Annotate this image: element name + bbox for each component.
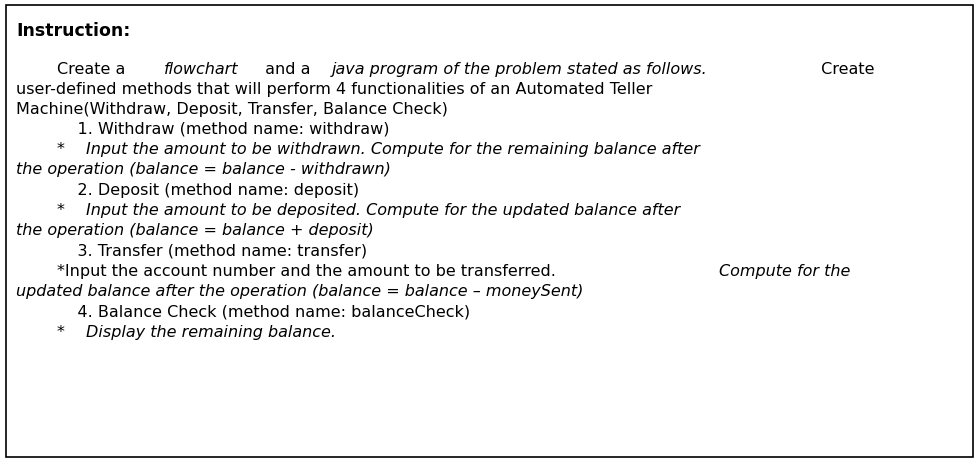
Text: 3. Transfer (method name: transfer): 3. Transfer (method name: transfer) [16, 244, 367, 258]
Text: Display the remaining balance.: Display the remaining balance. [86, 324, 335, 339]
Text: Input the amount to be deposited. Compute for the updated balance after: Input the amount to be deposited. Comput… [86, 202, 680, 218]
Text: Instruction:: Instruction: [16, 22, 130, 40]
Text: 4. Balance Check (method name: balanceCheck): 4. Balance Check (method name: balanceCh… [16, 304, 469, 319]
Text: flowchart: flowchart [163, 62, 238, 77]
Text: *: * [16, 142, 70, 156]
Text: Compute for the: Compute for the [719, 263, 850, 278]
Text: 2. Deposit (method name: deposit): 2. Deposit (method name: deposit) [16, 182, 359, 198]
Text: Machine(Withdraw, Deposit, Transfer, Balance Check): Machine(Withdraw, Deposit, Transfer, Bal… [16, 102, 447, 117]
Text: *: * [16, 324, 70, 339]
Text: 1. Withdraw (method name: withdraw): 1. Withdraw (method name: withdraw) [16, 122, 389, 137]
Text: *Input the account number and the amount to be transferred.: *Input the account number and the amount… [16, 263, 560, 278]
Text: the operation (balance = balance - withdrawn): the operation (balance = balance - withd… [16, 162, 390, 176]
Text: Create a: Create a [16, 62, 130, 77]
Text: the operation (balance = balance + deposit): the operation (balance = balance + depos… [16, 223, 374, 238]
Text: java program of the problem stated as follows.: java program of the problem stated as fo… [332, 62, 707, 77]
Text: Create: Create [816, 62, 874, 77]
Text: Input the amount to be withdrawn. Compute for the remaining balance after: Input the amount to be withdrawn. Comput… [86, 142, 699, 156]
Text: updated balance after the operation (balance = balance – moneySent): updated balance after the operation (bal… [16, 283, 583, 298]
Text: *: * [16, 202, 70, 218]
Text: user-defined methods that will perform 4 functionalities of an Automated Teller: user-defined methods that will perform 4… [16, 82, 651, 97]
Text: and a: and a [259, 62, 315, 77]
